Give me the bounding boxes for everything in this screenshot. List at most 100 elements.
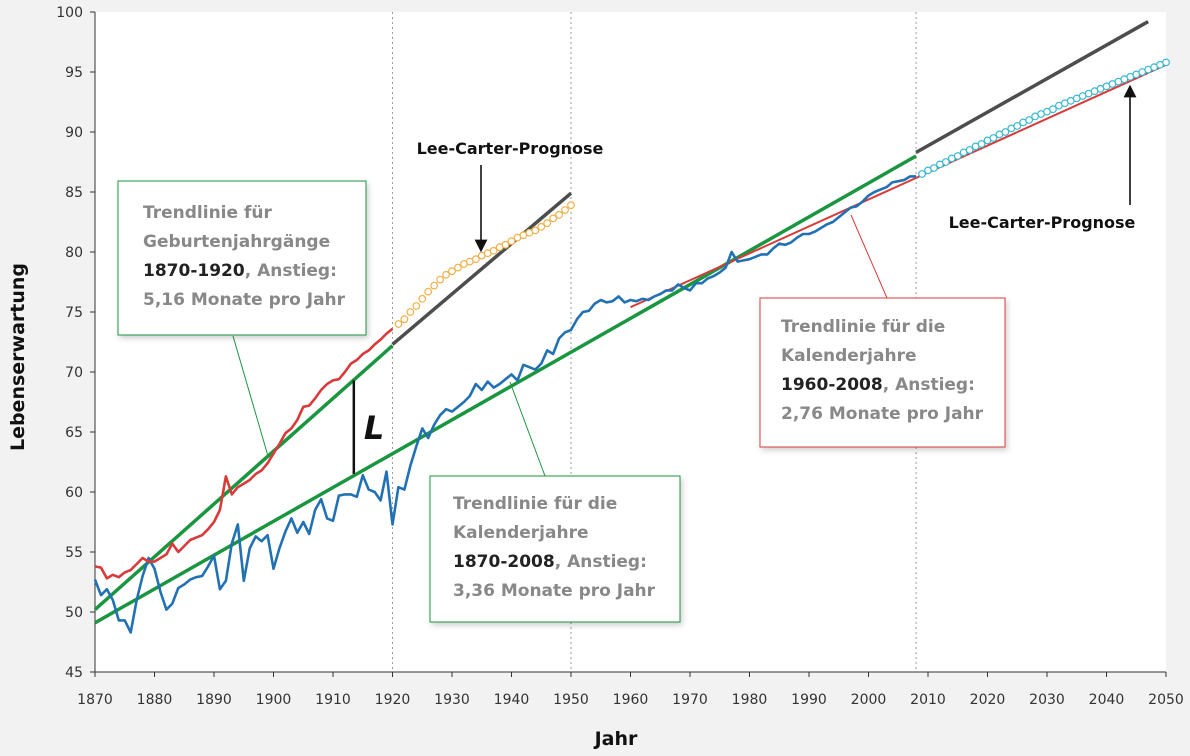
y-tick-label: 70 <box>65 365 83 381</box>
lc-cohort-forecast-point <box>436 275 445 284</box>
annotation-text-segment: 1960-2008 <box>781 375 883 395</box>
x-tick-label: 1950 <box>553 692 589 708</box>
lc-cohort-forecast-point <box>567 201 575 210</box>
lc-cohort-forecast-point <box>400 315 409 324</box>
y-tick-label: 45 <box>65 665 83 681</box>
lc-cohort-forecast-point <box>448 267 456 276</box>
lc-calendar-forecast-point <box>1049 105 1057 114</box>
lc-cohort-forecast-point <box>501 240 510 249</box>
annotation-text-segment: , Anstieg: <box>883 375 975 395</box>
annotation-text-segment: Kalenderjahre <box>453 523 589 543</box>
annotation-text-segment: Trendlinie für die <box>781 317 945 337</box>
y-tick-label: 95 <box>65 65 83 81</box>
data-series <box>93 175 917 634</box>
gap-marker: L <box>352 380 384 474</box>
annotation-text-segment: 3,36 Monate pro Jahr <box>453 581 656 601</box>
x-tick-label: 1900 <box>256 692 292 708</box>
lc-cohort-forecast-point <box>507 237 516 246</box>
y-tick-label: 100 <box>56 5 83 21</box>
lc-cohort-forecast-point <box>549 214 558 223</box>
x-tick-label: 2040 <box>1089 692 1125 708</box>
x-tick-label: 1930 <box>434 692 470 708</box>
annotation-text-segment: 1870-1920 <box>143 261 245 281</box>
lc-cohort-forecast-point <box>471 255 480 264</box>
lc-cohort-forecast-point <box>454 263 462 272</box>
annotation-text-segment: Trendlinie für die <box>453 494 617 514</box>
y-tick-label: 80 <box>65 245 83 261</box>
annotation-text-segment: 2,76 Monate pro Jahr <box>781 404 984 424</box>
lc-cohort-forecast-point <box>537 222 546 231</box>
trend-cohort-1870-1920 <box>93 344 394 611</box>
x-tick-label: 2010 <box>910 692 946 708</box>
annotation-text-segment: 1870-2008 <box>453 552 555 572</box>
lc-calendar-forecast-point <box>918 170 926 178</box>
lc-cohort-forecast-point <box>543 219 552 228</box>
annotation-text-segment: Geburtenjahrgänge <box>143 232 330 252</box>
x-tick-label: 1870 <box>77 692 113 708</box>
annotation-text-segment: Trendlinie für <box>143 203 272 223</box>
lc-calendar-forecast-point <box>1025 116 1034 124</box>
x-tick-label: 2030 <box>1029 692 1065 708</box>
lc-cohort-forecast-point <box>442 270 450 279</box>
lc-cohort-forecast-point <box>406 308 415 316</box>
y-tick-label: 75 <box>65 305 83 321</box>
y-tick-label: 50 <box>65 605 83 621</box>
leader-line-calendar-1960 <box>850 214 888 299</box>
trend-gray-cohort <box>391 191 573 346</box>
lc-cohort-forecast-point <box>412 302 421 310</box>
annotation-box-calendar-1960: Trendlinie für die Kalenderjahre 1960-2008… <box>759 297 1006 448</box>
x-axis-ticks: 1870 1880 1890 1900 1910 1920 1930 1940 1950 1960… <box>77 672 1184 708</box>
x-tick-label: 1940 <box>494 692 530 708</box>
lc-cohort-forecast-point <box>430 281 439 290</box>
x-tick-label: 1960 <box>613 692 649 708</box>
annotation-text-segment: , Anstieg: <box>245 261 337 281</box>
lc-calendar-forecast-point <box>930 164 938 172</box>
annotation-text-segment: , Anstieg: <box>555 552 647 572</box>
lc-cohort-forecast-point <box>489 246 498 255</box>
y-tick-label: 55 <box>65 545 83 561</box>
lc-cohort-forecast-point <box>394 320 403 328</box>
gap-label: L <box>364 409 384 447</box>
lc-cohort-forecast-point <box>531 226 540 235</box>
x-tick-label: 2020 <box>970 692 1006 708</box>
lc-calendar-forecast-point <box>977 140 986 148</box>
lc-calendar-forecast-point <box>1001 128 1010 136</box>
annotation-text-segment: Kalenderjahre <box>781 346 917 366</box>
x-tick-label: 1890 <box>196 692 232 708</box>
x-tick-label: 1910 <box>315 692 351 708</box>
lc-calendar-forecast-point <box>1162 58 1170 67</box>
trend-gray-calendar <box>915 20 1150 154</box>
lc-calendar-forecast-point <box>989 134 998 142</box>
y-tick-label: 90 <box>65 125 83 141</box>
lc-cohort-forecast-point <box>424 287 433 296</box>
lee-carter-label-1: Lee-Carter-Prognose <box>417 139 604 158</box>
lc-calendar-forecast-point <box>953 152 962 160</box>
lc-calendar-forecast-point <box>941 158 950 166</box>
annotation-box-calendar-1870: Trendlinie für die Kalenderjahre 1870-2008… <box>429 475 681 623</box>
x-tick-label: 1990 <box>791 692 827 708</box>
y-tick-label: 60 <box>65 485 83 501</box>
leader-line-cohort <box>232 335 269 457</box>
lc-calendar-forecast-point <box>1013 122 1022 130</box>
trend-calendar-1960-2008 <box>630 63 1167 309</box>
calendar-series-line <box>93 175 917 634</box>
lc-cohort-forecast-point <box>555 210 563 219</box>
x-tick-label: 1880 <box>137 692 173 708</box>
x-tick-label: 2050 <box>1148 692 1184 708</box>
forecast-markers <box>394 58 1170 328</box>
lc-cohort-forecast-point <box>561 206 569 214</box>
y-axis-ticks: 45 50 55 60 65 70 75 80 85 90 95 100 <box>56 5 95 681</box>
leader-line-calendar-1870 <box>509 381 546 477</box>
cohort-series-line <box>94 327 394 580</box>
x-tick-label: 1980 <box>732 692 768 708</box>
annotation-text-segment: 5,16 Monate pro Jahr <box>143 290 346 310</box>
x-axis-title: Jahr <box>593 728 638 750</box>
y-axis-title: Lebenserwartung <box>7 263 29 451</box>
lee-carter-label-2: Lee-Carter-Prognose <box>949 213 1136 232</box>
x-tick-label: 1970 <box>672 692 708 708</box>
lc-cohort-forecast-point <box>418 294 427 303</box>
